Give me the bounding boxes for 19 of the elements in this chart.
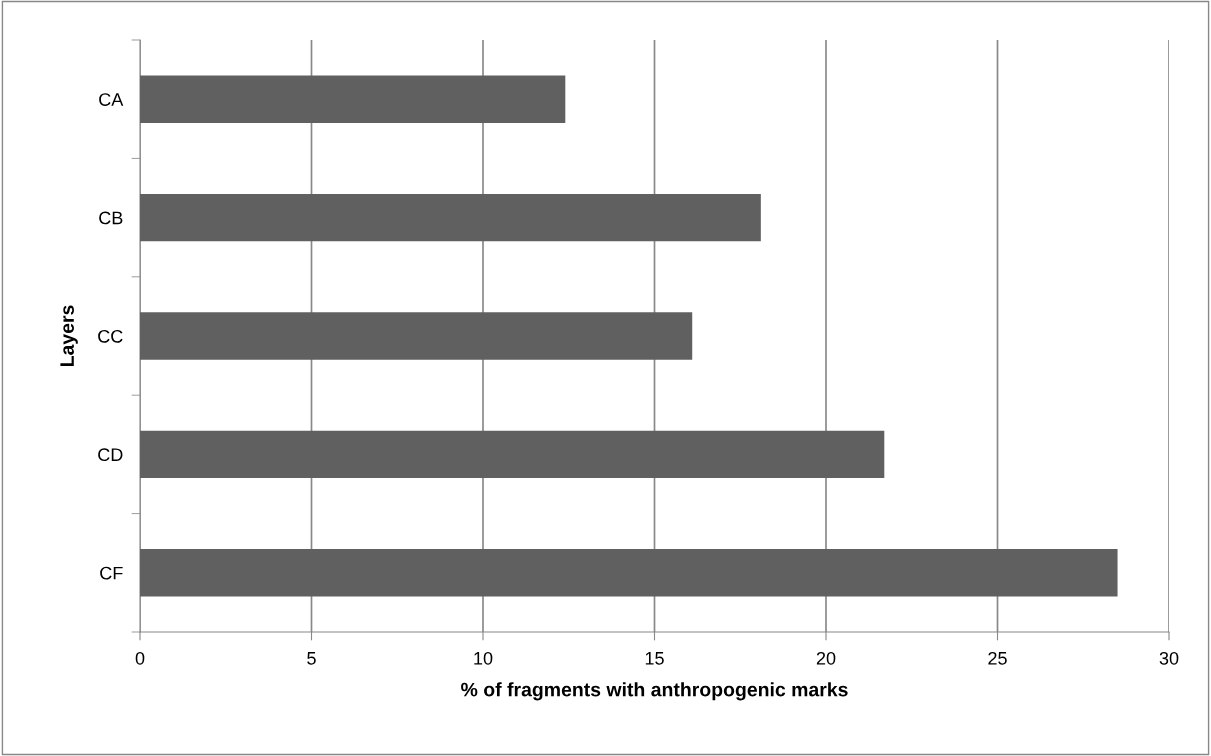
x-tick-label: 15 <box>645 652 664 665</box>
y-tick-label: CB <box>99 211 123 225</box>
bar <box>140 193 761 242</box>
x-tick-label: 20 <box>816 651 836 665</box>
y-axis-title: Layers <box>60 305 78 367</box>
y-tick-label: CD <box>98 448 123 462</box>
x-tick-label: 5 <box>307 652 316 665</box>
x-tick-label: 0 <box>135 651 145 665</box>
bar <box>140 75 566 123</box>
y-tick-label: CA <box>99 93 124 106</box>
x-tick-label: 30 <box>1159 651 1179 665</box>
bar <box>140 312 693 360</box>
y-tick-label: CF <box>100 566 123 580</box>
bar <box>140 430 885 479</box>
x-tick-label: 10 <box>474 651 493 665</box>
bar <box>140 549 1118 597</box>
x-tick-label: 25 <box>988 651 1007 665</box>
x-axis-title: % of fragments with anthropogenic marks <box>461 682 848 701</box>
y-tick-label: CC <box>98 329 123 343</box>
